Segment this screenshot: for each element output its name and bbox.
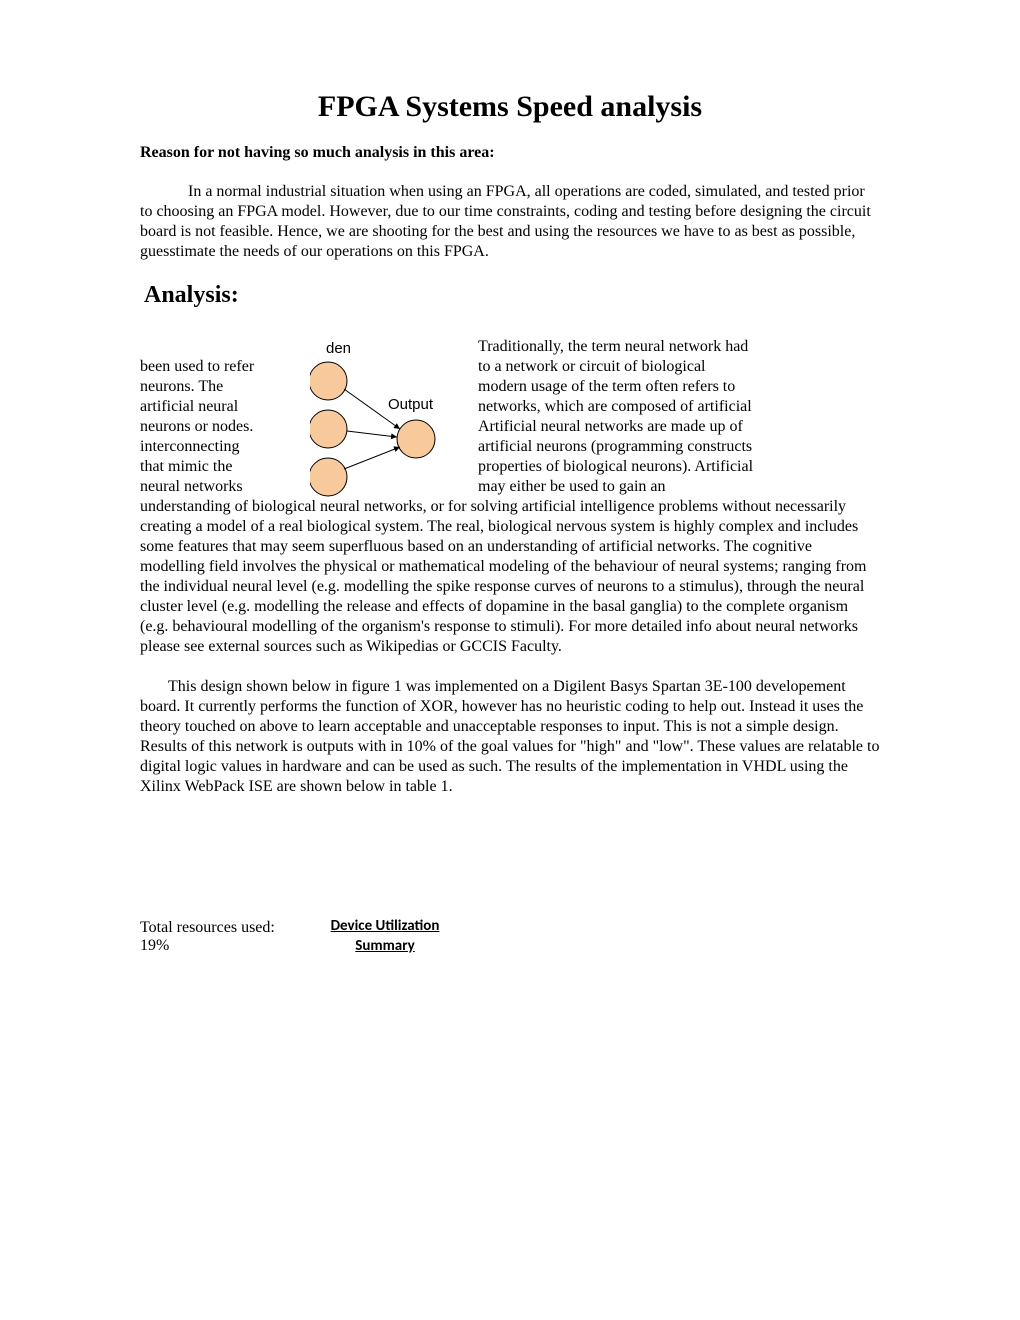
wrap-right-text: to a network or circuit of biological xyxy=(468,357,880,377)
wrap-left-text: interconnecting xyxy=(140,437,298,457)
analysis-paragraph-wrapped: Traditionally, the term neural network h… xyxy=(140,337,880,657)
document-page: FPGA Systems Speed analysis Reason for n… xyxy=(0,0,1020,1320)
device-util-line2: Summary xyxy=(355,937,414,955)
wrap-right-text: Traditionally, the term neural network h… xyxy=(468,337,880,357)
wrap-right-text: artificial neurons (programming construc… xyxy=(468,437,880,457)
wrap-left-text: been used to refer xyxy=(140,357,298,377)
wrap-row: neural networks may either be used to gai… xyxy=(140,477,880,497)
footer-row: Total resources used: 19% Device Utiliza… xyxy=(140,917,880,956)
wrap-right-text: networks, which are composed of artifici… xyxy=(468,397,880,417)
wrap-row: neurons or nodes. Artificial neural netwo… xyxy=(140,417,880,437)
device-utilization-title: Device Utilization Summary xyxy=(300,917,470,956)
wrap-left-text: that mimic the xyxy=(140,457,298,477)
intro-paragraph: In a normal industrial situation when us… xyxy=(140,182,880,262)
design-text: This design shown below in figure 1 was … xyxy=(140,678,879,795)
wrap-row: interconnecting artificial neurons (progr… xyxy=(140,437,880,457)
design-paragraph: This design shown below in figure 1 was … xyxy=(140,677,880,797)
wrap-left-text xyxy=(140,337,298,357)
intro-text: In a normal industrial situation when us… xyxy=(140,183,871,260)
wrap-row: artificial neural networks, which are com… xyxy=(140,397,880,417)
wrap-left-text: neurons or nodes. xyxy=(140,417,298,437)
svg-text:den: den xyxy=(326,340,351,357)
wrap-right-text: modern usage of the term often refers to xyxy=(468,377,880,397)
wrap-row: neurons. The modern usage of the term oft… xyxy=(140,377,880,397)
analysis-continuation: understanding of biological neural netwo… xyxy=(140,497,880,657)
reason-heading: Reason for not having so much analysis i… xyxy=(140,144,880,162)
wrap-row: been used to referdenOutputto a network … xyxy=(140,357,880,377)
device-util-line1: Device Utilization xyxy=(331,917,440,935)
wrap-row: Traditionally, the term neural network h… xyxy=(140,337,880,357)
resources-used-text: Total resources used: 19% xyxy=(140,919,300,955)
wrap-left-text: neural networks xyxy=(140,477,298,497)
wrap-right-text: properties of biological neurons). Artif… xyxy=(468,457,880,477)
wrap-row: that mimic the properties of biological n… xyxy=(140,457,880,477)
analysis-heading: Analysis: xyxy=(144,282,880,309)
page-title: FPGA Systems Speed analysis xyxy=(140,90,880,124)
wrap-right-text: Artificial neural networks are made up o… xyxy=(468,417,880,437)
wrap-left-text: neurons. The xyxy=(140,377,298,397)
wrap-left-text: artificial neural xyxy=(140,397,298,417)
wrap-right-text: may either be used to gain an xyxy=(468,477,880,497)
